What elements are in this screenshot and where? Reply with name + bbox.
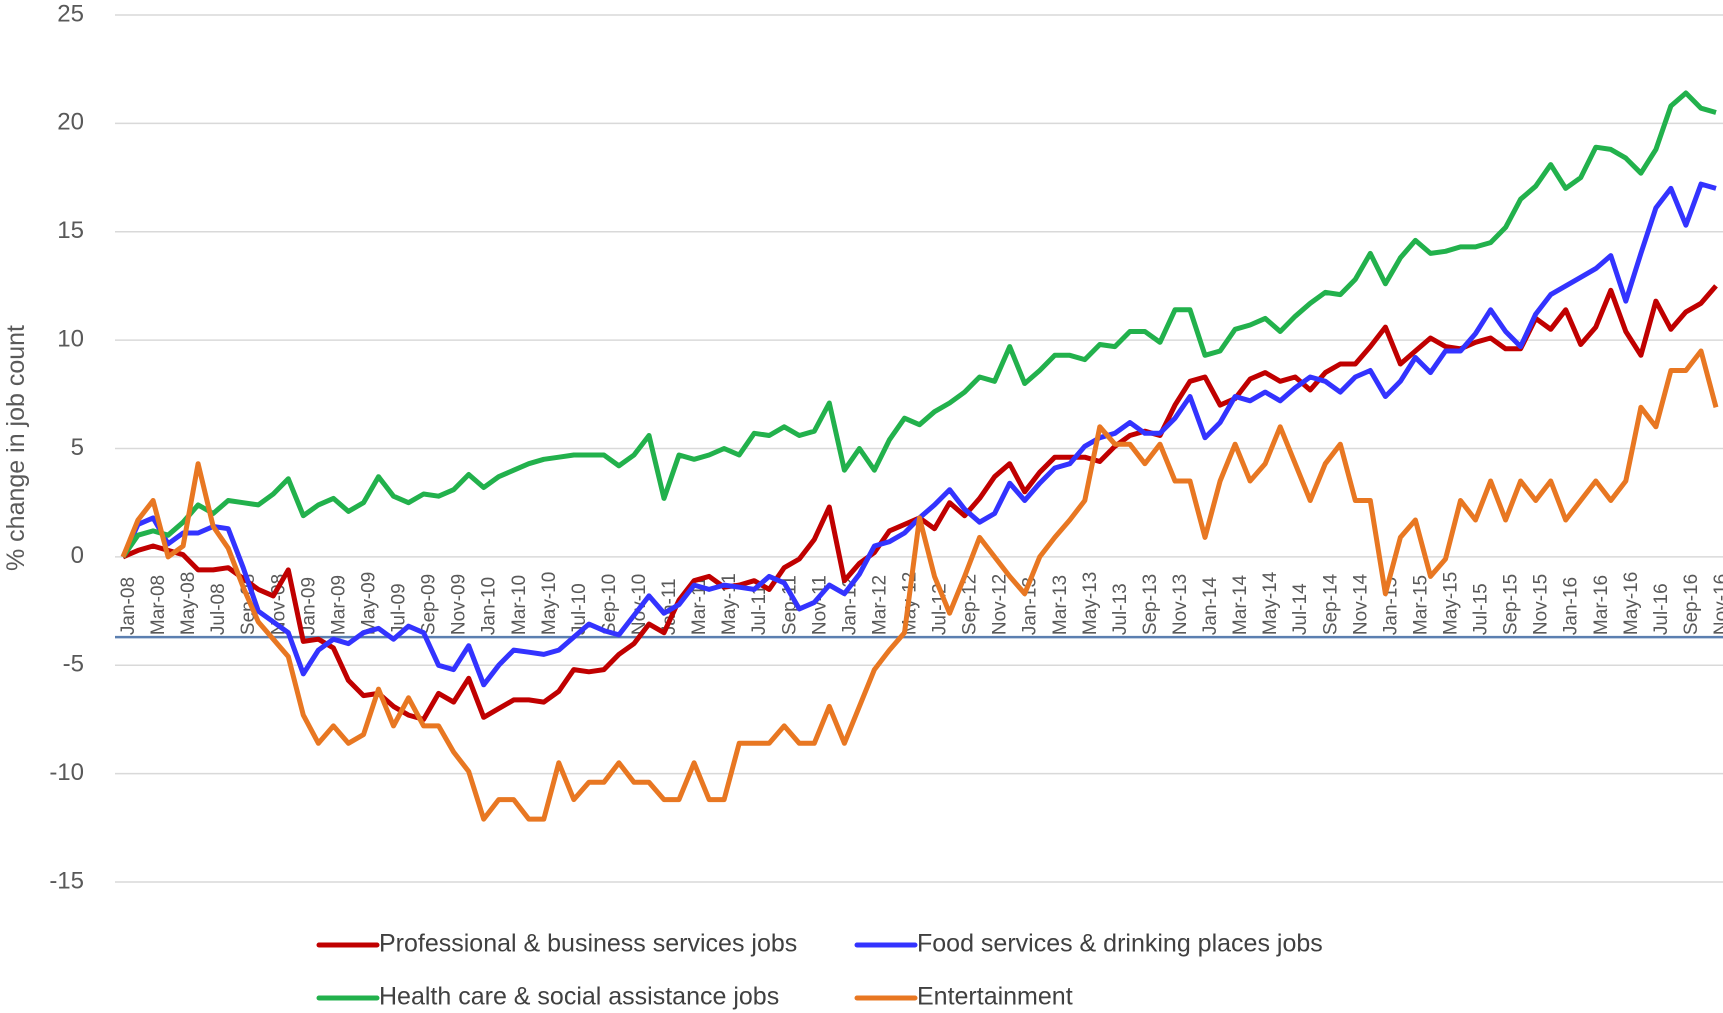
x-tick-label: May-15 xyxy=(1441,572,1462,635)
y-tick-label: -5 xyxy=(63,651,84,678)
x-tick-label: Nov-15 xyxy=(1531,574,1552,635)
x-tick-label: Mar-12 xyxy=(869,575,890,635)
x-tick-label: Jan-11 xyxy=(659,578,680,635)
x-tick-label: Mar-15 xyxy=(1410,575,1431,635)
x-tick-label: Nov-14 xyxy=(1350,573,1371,635)
x-tick-label: May-14 xyxy=(1260,571,1281,635)
y-axis-label: % change in job count xyxy=(2,325,30,571)
x-tick-label: Mar-13 xyxy=(1050,575,1071,635)
x-tick-label: Jul-08 xyxy=(208,583,229,635)
y-tick-label: 25 xyxy=(57,0,84,27)
x-tick-label: Mar-11 xyxy=(689,576,710,635)
y-tick-label: 0 xyxy=(71,542,84,569)
legend-label: Entertainment xyxy=(917,983,1073,1011)
y-tick-label: 10 xyxy=(57,325,84,352)
x-tick-label: Sep-16 xyxy=(1681,574,1702,635)
y-tick-label: 20 xyxy=(57,109,84,136)
y-tick-label: 5 xyxy=(71,434,84,461)
x-tick-label: Mar-10 xyxy=(509,575,530,635)
x-tick-label: Jul-14 xyxy=(1290,583,1311,635)
x-tick-label: Sep-11 xyxy=(779,575,800,635)
x-tick-label: Sep-09 xyxy=(419,574,440,635)
x-tick-label: May-10 xyxy=(539,572,560,635)
x-tick-label: Jul-13 xyxy=(1110,583,1131,635)
legend-label: Food services & drinking places jobs xyxy=(917,930,1323,958)
x-tick-label: Jan-09 xyxy=(298,577,319,635)
x-tick-label: Jan-16 xyxy=(1561,577,1582,635)
series-line xyxy=(120,348,1719,822)
y-tick-label: -10 xyxy=(49,759,84,786)
x-tick-label: May-08 xyxy=(178,572,199,635)
x-tick-label: May-09 xyxy=(358,572,379,635)
legend-label: Professional & business services jobs xyxy=(379,930,797,958)
x-tick-label: Jul-15 xyxy=(1471,583,1492,635)
x-tick-label: Jan-14 xyxy=(1200,577,1221,636)
x-tick-label: Jan-08 xyxy=(118,577,139,635)
x-tick-label: Sep-14 xyxy=(1320,573,1341,635)
x-tick-label: Sep-10 xyxy=(599,574,620,635)
x-tick-label: Jul-10 xyxy=(569,583,590,635)
x-tick-label: Sep-13 xyxy=(1140,574,1161,635)
legend-label: Health care & social assistance jobs xyxy=(379,983,779,1011)
x-tick-label: Jul-09 xyxy=(389,583,410,635)
x-tick-label: Jul-16 xyxy=(1651,583,1672,635)
x-tick-label: Sep-15 xyxy=(1501,574,1522,635)
x-tick-label: Jul-11 xyxy=(749,585,770,635)
x-tick-label: Jan-10 xyxy=(479,577,500,635)
x-tick-label: Mar-16 xyxy=(1591,575,1612,635)
x-tick-label: Mar-09 xyxy=(328,575,349,635)
x-tick-label: Mar-08 xyxy=(148,575,169,635)
x-tick-label: Nov-12 xyxy=(990,574,1011,635)
x-tick-label: Nov-13 xyxy=(1170,574,1191,635)
x-tick-label: Sep-12 xyxy=(960,574,981,635)
x-tick-label: Mar-14 xyxy=(1230,574,1251,635)
y-tick-label: -15 xyxy=(49,867,84,894)
x-tick-label: May-13 xyxy=(1080,572,1101,635)
x-tick-label: May-11 xyxy=(719,573,740,635)
x-tick-label: Nov-09 xyxy=(449,574,470,635)
y-tick-label: 15 xyxy=(57,217,84,244)
x-tick-label: Nov-16 xyxy=(1711,574,1723,635)
x-tick-label: May-16 xyxy=(1621,572,1642,635)
series-line xyxy=(120,90,1717,559)
